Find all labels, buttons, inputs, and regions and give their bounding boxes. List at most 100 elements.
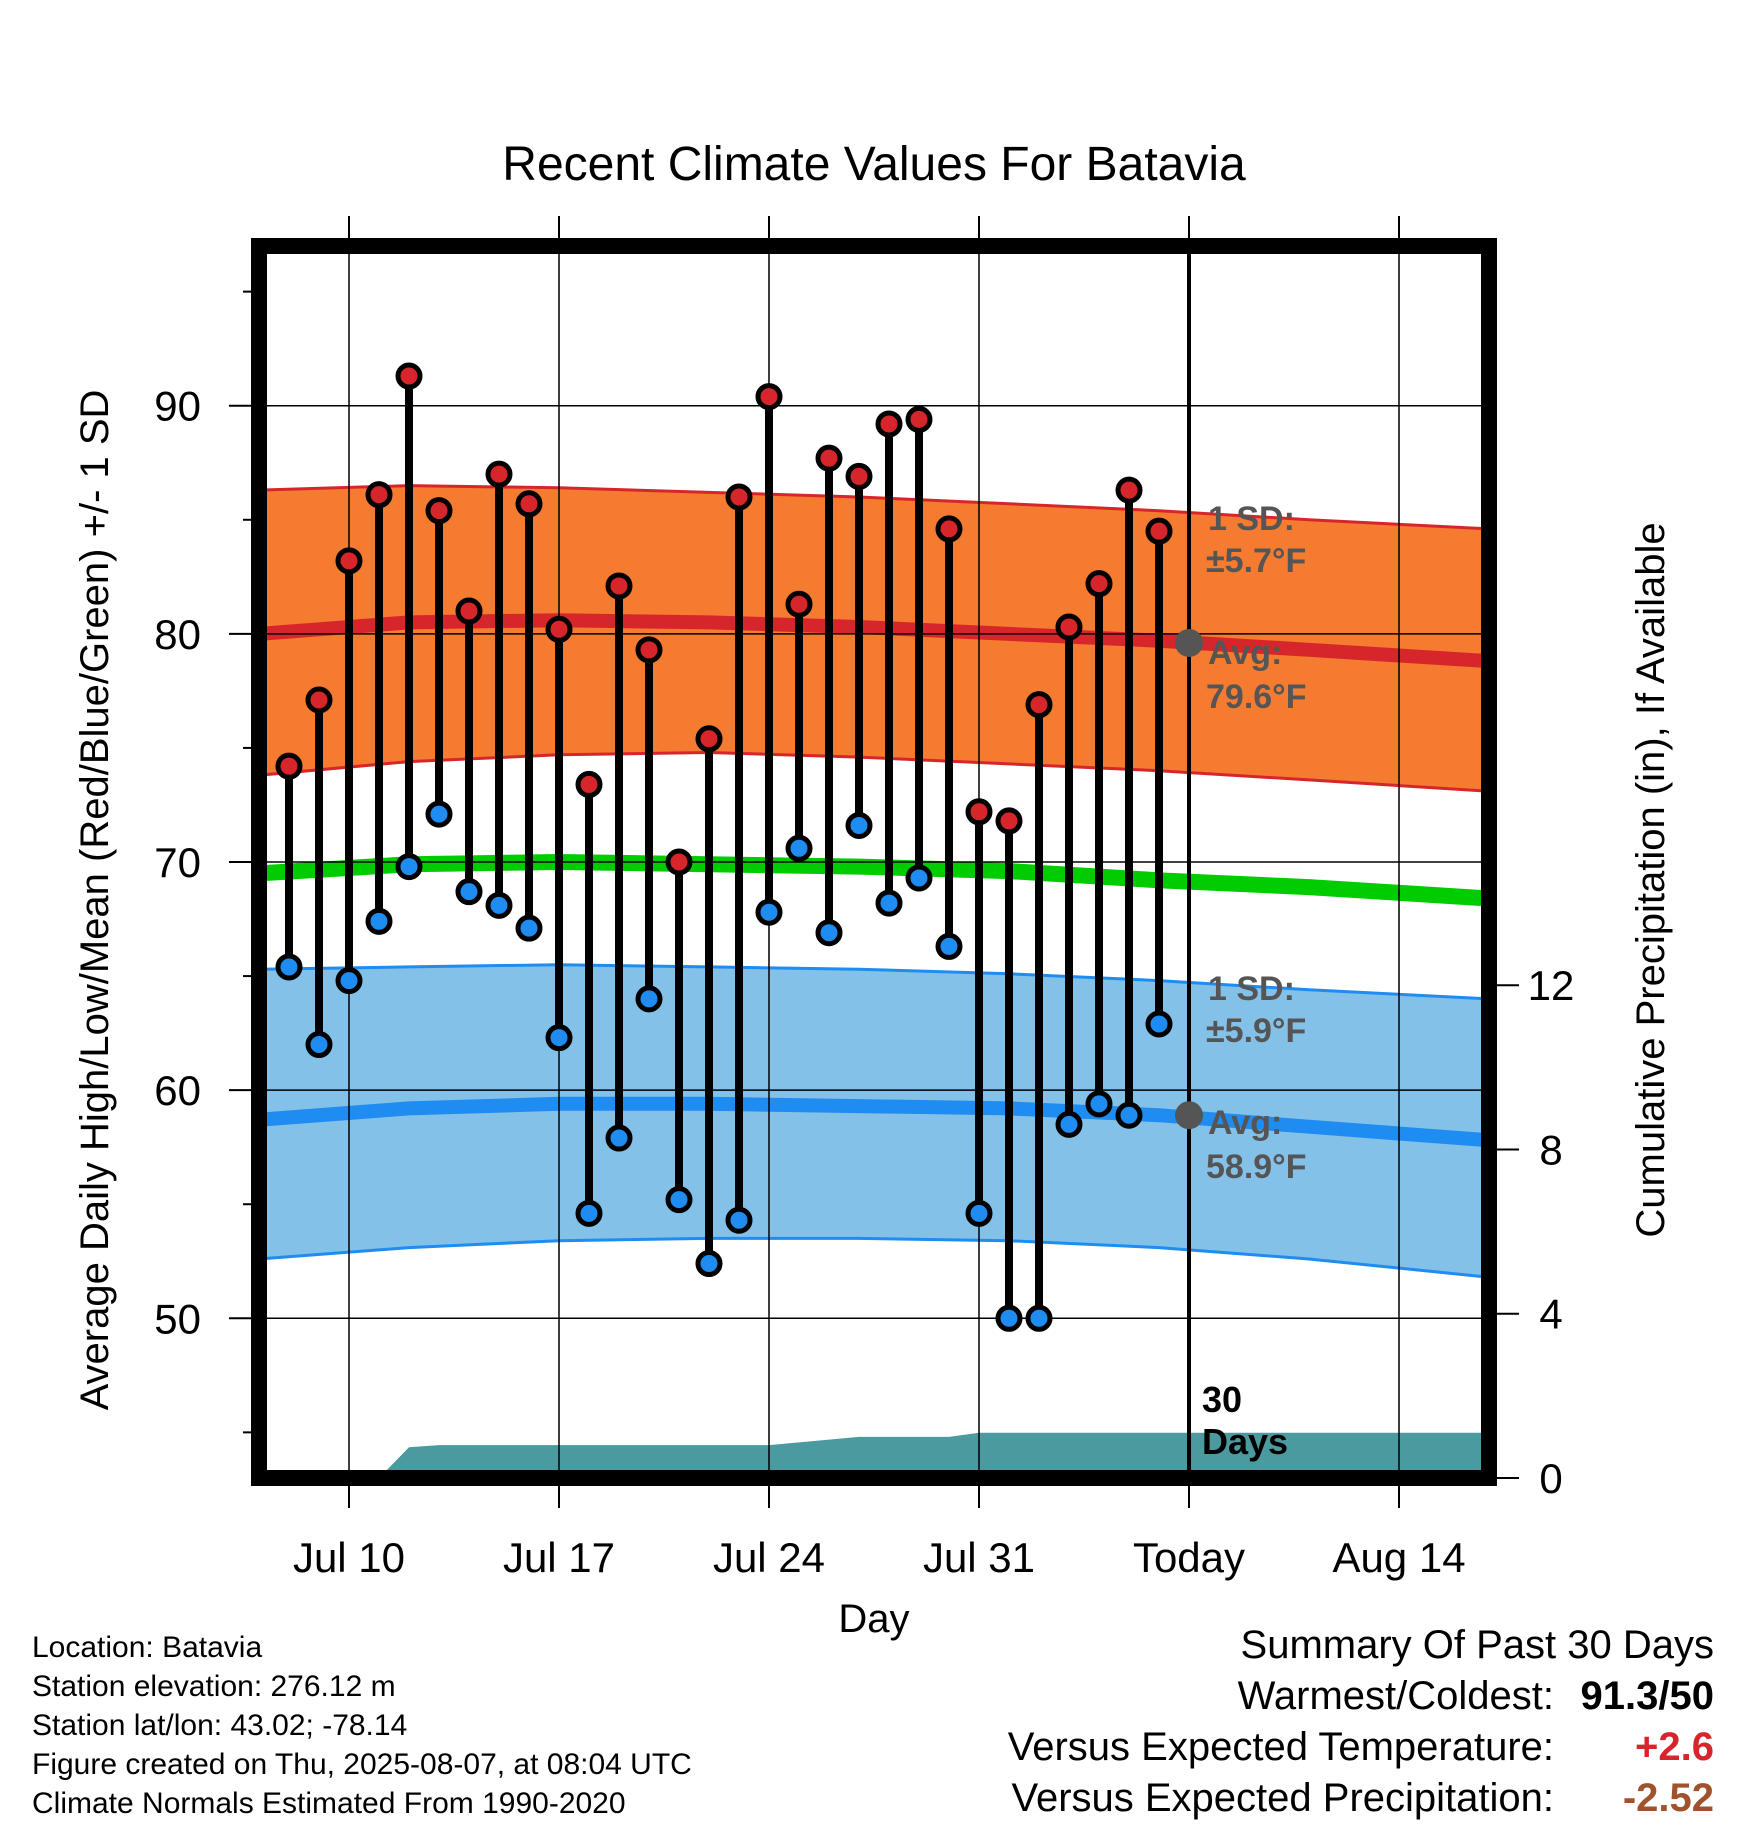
warmest-value: 91.3/50	[1580, 1674, 1714, 1718]
grid	[259, 246, 1489, 1478]
low-point	[335, 967, 363, 995]
high-point	[1145, 517, 1173, 545]
low-point	[275, 953, 303, 981]
low-point	[755, 898, 783, 926]
high-point	[845, 462, 873, 490]
precip-area	[259, 1432, 1489, 1478]
x-tick-label: Jul 24	[713, 1534, 825, 1581]
high-point	[575, 770, 603, 798]
low-point	[665, 1186, 693, 1214]
y-tick-label: 80	[154, 611, 201, 658]
x-tick-label: Jul 31	[923, 1534, 1035, 1581]
station-info: Location: Batavia Station elevation: 276…	[32, 1628, 692, 1823]
high-point	[755, 383, 783, 411]
high-point	[305, 686, 333, 714]
x-tick-label: Jul 17	[503, 1534, 615, 1581]
y2-tick-label: 0	[1539, 1455, 1562, 1502]
high-point	[545, 615, 573, 643]
low-point	[1115, 1101, 1143, 1129]
low-point	[485, 891, 513, 919]
precip-label: Versus Expected Precipitation:	[1011, 1776, 1554, 1820]
high-avg-title: Avg:	[1208, 634, 1282, 672]
summary-title: Summary Of Past 30 Days	[1240, 1623, 1714, 1667]
low-point	[605, 1124, 633, 1152]
low-point	[905, 864, 933, 892]
warmest-label: Warmest/Coldest:	[1237, 1674, 1554, 1718]
low-point	[725, 1206, 753, 1234]
high-avg-value: 79.6°F	[1206, 678, 1307, 716]
summary-warmest-row: Warmest/Coldest: 91.3/50	[1008, 1671, 1714, 1722]
temp-label: Versus Expected Temperature:	[1007, 1725, 1554, 1769]
high-point	[455, 597, 483, 625]
high-point	[995, 807, 1023, 835]
elevation-text: Station elevation: 276.12 m	[32, 1670, 396, 1703]
high-point	[1025, 691, 1053, 719]
low-point	[515, 914, 543, 942]
low-point	[425, 800, 453, 828]
low-point	[965, 1199, 993, 1227]
precip-value: -2.52	[1622, 1776, 1714, 1820]
high-point	[875, 410, 903, 438]
high-point	[275, 752, 303, 780]
low-point	[815, 919, 843, 947]
y2-tick-label: 12	[1528, 962, 1575, 1009]
low-sd-band-lower-edge	[259, 1236, 1489, 1279]
low-point	[395, 853, 423, 881]
low-avg-title: Avg:	[1208, 1104, 1282, 1142]
location-text: Location: Batavia	[32, 1631, 263, 1664]
low-point	[545, 1024, 573, 1052]
high-sd-title: 1 SD:	[1208, 500, 1295, 538]
low-sd-value: ±5.9°F	[1206, 1012, 1306, 1050]
low-avg-value: 58.9°F	[1206, 1148, 1307, 1186]
low-point	[1145, 1010, 1173, 1038]
high-point	[665, 848, 693, 876]
x-tick-label: Jul 10	[293, 1534, 405, 1581]
normals-text: Climate Normals Estimated From 1990-2020	[32, 1787, 626, 1820]
high-point	[425, 497, 453, 525]
low-point	[785, 834, 813, 862]
high-point	[965, 798, 993, 826]
x-tick-label: Today	[1133, 1534, 1245, 1581]
high-point	[785, 590, 813, 618]
high-point	[365, 481, 393, 509]
created-text: Figure created on Thu, 2025-08-07, at 08…	[32, 1748, 692, 1781]
y-axis-label: Average Daily High/Low/Mean (Red/Blue/Gr…	[73, 390, 117, 1411]
today-low-avg-marker	[1175, 1101, 1203, 1130]
low-point	[635, 985, 663, 1013]
temp-value: +2.6	[1635, 1725, 1714, 1769]
x-axis-label: Day	[838, 1597, 909, 1641]
low-point	[305, 1031, 333, 1059]
latlon-text: Station lat/lon: 43.02; -78.14	[32, 1709, 408, 1742]
high-point	[485, 460, 513, 488]
days-word: Days	[1202, 1421, 1288, 1462]
high-point	[1085, 570, 1113, 598]
summary-precip-row: Versus Expected Precipitation: -2.52	[1008, 1773, 1714, 1824]
high-point	[1055, 613, 1083, 641]
high-point	[905, 405, 933, 433]
y-tick-label: 50	[154, 1295, 201, 1342]
high-point	[815, 444, 843, 472]
high-point	[725, 483, 753, 511]
low-point	[935, 932, 963, 960]
summary-panel: Summary Of Past 30 Days Warmest/Coldest:…	[1008, 1620, 1714, 1824]
chart-title: Recent Climate Values For Batavia	[502, 138, 1246, 191]
days-number: 30	[1202, 1379, 1242, 1420]
y-tick-label: 90	[154, 383, 201, 430]
low-point	[455, 878, 483, 906]
high-point	[695, 725, 723, 753]
high-sd-value: ±5.7°F	[1206, 542, 1306, 580]
low-point	[875, 889, 903, 917]
y2-tick-label: 4	[1539, 1291, 1562, 1338]
observed-temperatures	[275, 362, 1203, 1332]
high-sd-band	[259, 485, 1489, 792]
y-tick-label: 70	[154, 839, 201, 886]
plot-frame	[251, 238, 1497, 1486]
y2-tick-label: 8	[1539, 1126, 1562, 1173]
summary-temp-row: Versus Expected Temperature: +2.6	[1008, 1722, 1714, 1773]
low-point	[1055, 1110, 1083, 1138]
high-point	[515, 490, 543, 518]
low-point	[995, 1304, 1023, 1332]
y-tick-label: 60	[154, 1067, 201, 1114]
